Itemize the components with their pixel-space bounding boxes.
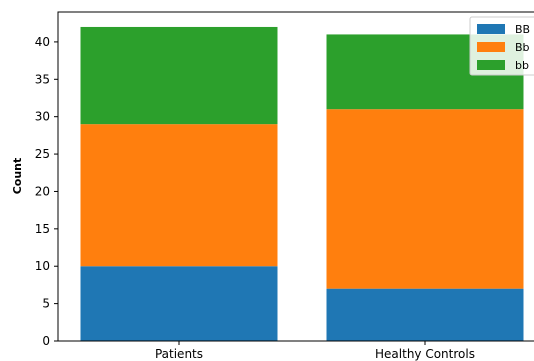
y-tick-label: 30 — [35, 110, 50, 124]
x-axis-ticks: Patients Healthy Controls — [155, 341, 475, 361]
bars-layer — [80, 26, 524, 341]
x-tick-label: Healthy Controls — [375, 347, 475, 361]
y-axis-label: Count — [11, 158, 24, 195]
bar-patients-bb — [80, 266, 278, 341]
legend-swatch-bb — [477, 60, 505, 70]
legend-label-bb: BB — [515, 23, 530, 36]
y-tick-label: 15 — [35, 222, 50, 236]
legend-swatch-bb — [477, 42, 505, 52]
legend: BB Bb bb — [469, 16, 534, 76]
y-tick-label: 40 — [35, 35, 50, 49]
y-tick-label: 5 — [42, 297, 50, 311]
y-tick-label: 35 — [35, 72, 50, 86]
legend-label-bb: bb — [515, 59, 529, 72]
y-axis-ticks: 0 5 10 15 20 25 30 35 40 — [35, 35, 58, 348]
bar-patients-bb — [80, 124, 278, 267]
axes-frame — [57, 11, 534, 342]
x-tick-label: Patients — [155, 347, 203, 361]
y-tick-label: 20 — [35, 184, 50, 198]
bar-healthy-controls-bb — [326, 288, 524, 341]
y-tick-label: 0 — [42, 334, 50, 348]
y-tick-label: 25 — [35, 147, 50, 161]
y-tick-label: 10 — [35, 259, 50, 273]
bar-healthy-controls-bb — [326, 109, 524, 289]
legend-label-bb: Bb — [515, 41, 530, 54]
bar-patients-bb — [80, 26, 278, 125]
legend-swatch-bb — [477, 24, 505, 34]
